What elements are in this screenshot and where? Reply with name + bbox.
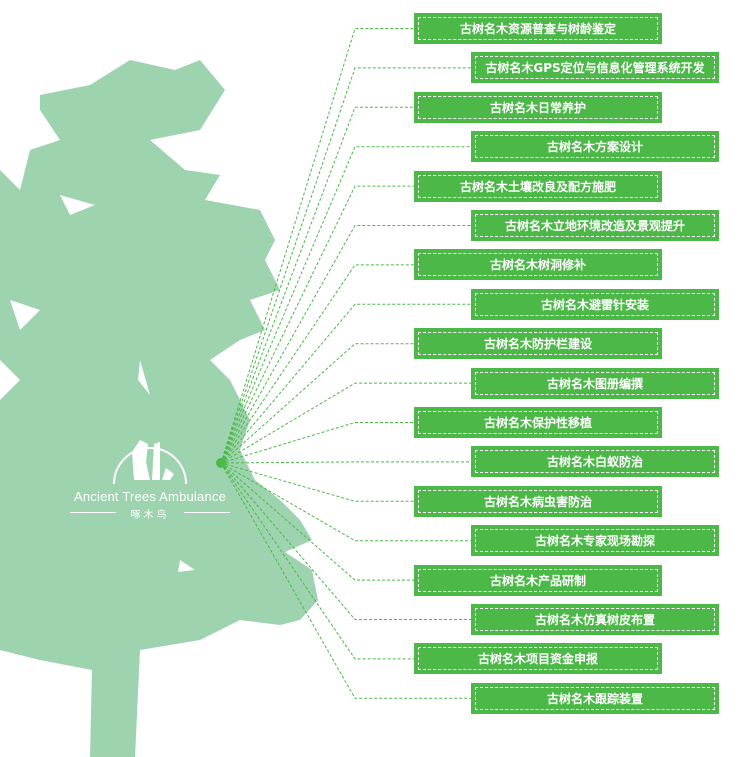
service-label: 古树名木跟踪装置 bbox=[546, 691, 643, 706]
service-box: 古树名木方案设计 bbox=[471, 131, 719, 163]
dashed-border: 古树名木避雷针安装 bbox=[475, 292, 715, 316]
service-label: 古树名木方案设计 bbox=[546, 140, 643, 155]
connector-line bbox=[220, 462, 414, 660]
connector-line bbox=[220, 225, 471, 464]
connector-line bbox=[220, 146, 471, 464]
divider bbox=[184, 512, 230, 513]
service-label: 古树名木资源普查与树龄鉴定 bbox=[459, 22, 616, 36]
logo-english-name: Ancient Trees Ambulance bbox=[73, 489, 227, 504]
service-label: 古树名木项目资金申报 bbox=[477, 652, 598, 667]
service-box: 古树名木跟踪装置 bbox=[471, 682, 719, 714]
dashed-border: 古树名木跟踪装置 bbox=[475, 686, 715, 710]
connector-line bbox=[220, 462, 414, 581]
connector-line bbox=[220, 462, 471, 542]
service-box: 古树名木树洞修补 bbox=[414, 249, 662, 281]
connector-line bbox=[220, 462, 471, 699]
service-box: 古树名木防护栏建设 bbox=[414, 328, 662, 360]
connector-line bbox=[220, 28, 414, 464]
service-box: 古树名木项目资金申报 bbox=[414, 643, 662, 675]
service-label: 古树名木病虫害防治 bbox=[483, 494, 592, 509]
dashed-border: 古树名木资源普查与树龄鉴定 bbox=[418, 17, 658, 40]
service-box: 古树名木图册编撰 bbox=[471, 367, 719, 399]
service-label: 古树名木日常养护 bbox=[489, 100, 586, 115]
dashed-border: 古树名木病虫害防治 bbox=[418, 489, 658, 513]
service-label: 古树名木立地环境改造及景观提升 bbox=[504, 219, 685, 233]
service-box: 古树名木立地环境改造及景观提升 bbox=[471, 210, 719, 241]
dashed-border: 古树名木防护栏建设 bbox=[418, 332, 658, 356]
dashed-border: 古树名木白蚁防治 bbox=[475, 450, 715, 474]
service-box: 古树名木专家现场勘探 bbox=[471, 525, 719, 557]
dashed-border: 古树名木树洞修补 bbox=[418, 253, 658, 277]
woodpecker-on-tree-logo-icon bbox=[113, 440, 187, 485]
service-label: 古树名木保护性移植 bbox=[483, 416, 592, 430]
service-box: 古树名木土壤改良及配方施肥 bbox=[414, 170, 662, 202]
service-box: 古树名木产品研制 bbox=[414, 564, 662, 596]
service-label: 古树名木仿真树皮布置 bbox=[534, 613, 655, 627]
service-box: 古树名木资源普查与树龄鉴定 bbox=[414, 13, 662, 44]
divider bbox=[70, 512, 116, 513]
service-box: 古树名木仿真树皮布置 bbox=[471, 604, 719, 635]
dashed-border: 古树名木立地环境改造及景观提升 bbox=[475, 214, 715, 237]
dashed-border: 古树名木GPS定位与信息化管理系统开发 bbox=[475, 56, 715, 80]
service-label: 古树名木GPS定位与信息化管理系统开发 bbox=[485, 61, 705, 76]
service-box: 古树名木避雷针安装 bbox=[471, 288, 719, 320]
service-box: 古树名木病虫害防治 bbox=[414, 485, 662, 517]
connector-line bbox=[220, 462, 414, 502]
service-box: 古树名木保护性移植 bbox=[414, 407, 662, 438]
service-box: 古树名木日常养护 bbox=[414, 91, 662, 123]
service-label: 古树名木防护栏建设 bbox=[483, 337, 592, 352]
service-label: 古树名木避雷针安装 bbox=[540, 297, 649, 312]
dashed-border: 古树名木专家现场勘探 bbox=[475, 529, 715, 553]
connector-line bbox=[220, 106, 414, 464]
connector-line bbox=[220, 67, 471, 464]
dashed-border: 古树名木土壤改良及配方施肥 bbox=[418, 174, 658, 198]
dashed-border: 古树名木方案设计 bbox=[475, 135, 715, 159]
service-label: 古树名木产品研制 bbox=[489, 573, 586, 588]
service-label: 古树名木白蚁防治 bbox=[546, 455, 643, 470]
dashed-border: 古树名木产品研制 bbox=[418, 568, 658, 592]
connector-line bbox=[220, 461, 471, 464]
connector-line bbox=[220, 185, 414, 464]
service-box: 古树名木白蚁防治 bbox=[471, 446, 719, 478]
dashed-border: 古树名木项目资金申报 bbox=[418, 647, 658, 671]
connector-line bbox=[220, 422, 414, 464]
dashed-border: 古树名木日常养护 bbox=[418, 95, 658, 119]
dashed-border: 古树名木图册编撰 bbox=[475, 371, 715, 395]
connector-line bbox=[220, 264, 414, 464]
dashed-border: 古树名木保护性移植 bbox=[418, 411, 658, 434]
service-label: 古树名木树洞修补 bbox=[489, 258, 586, 273]
connector-line bbox=[220, 303, 471, 464]
connector-line bbox=[220, 382, 471, 464]
service-label: 古树名木专家现场勘探 bbox=[534, 534, 655, 549]
dashed-border: 古树名木仿真树皮布置 bbox=[475, 608, 715, 631]
service-box: 古树名木GPS定位与信息化管理系统开发 bbox=[471, 52, 719, 84]
logo-chinese-name: 啄木鸟 bbox=[130, 510, 170, 521]
connector-line bbox=[220, 462, 471, 620]
service-label: 古树名木图册编撰 bbox=[546, 376, 643, 391]
hub-dot bbox=[216, 458, 226, 468]
service-label: 古树名木土壤改良及配方施肥 bbox=[459, 179, 616, 194]
